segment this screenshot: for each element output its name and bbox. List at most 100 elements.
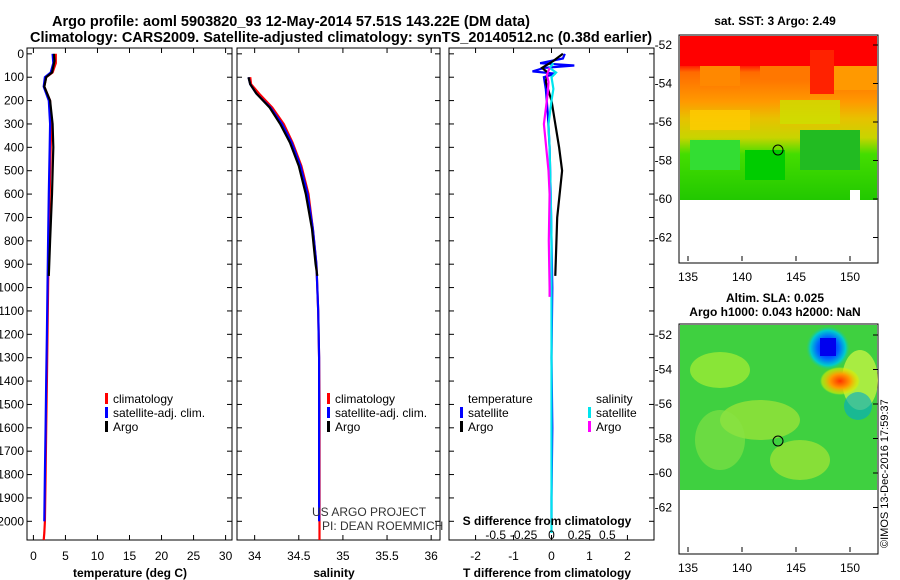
sal-legend-climatology: climatology — [335, 392, 395, 406]
lon-tick-label: 135 — [678, 561, 698, 575]
s-diff-label: S difference from climatology — [463, 514, 632, 528]
x-tick-label: 0 — [548, 549, 555, 563]
depth-tick-label: 2000 — [0, 514, 24, 528]
depth-tick-label: 0 — [17, 47, 24, 61]
lat-tick-label: -56 — [655, 397, 673, 411]
lat-tick-label: -56 — [655, 115, 673, 129]
difference-panel: -2 -1 0 1 2 temperature salinity satellite A… — [448, 47, 655, 580]
sla-map: Altim. SLA: 0.025 Argo h1000: 0.043 h200… — [655, 291, 879, 575]
legend-temp-satellite: satellite — [468, 406, 509, 420]
x-tick-label: 0 — [30, 549, 37, 563]
lat-tick-label: -58 — [655, 432, 673, 446]
x-tick-label: 34 — [248, 549, 262, 563]
sal-series-argo — [247, 76, 319, 277]
x-tick-label: 2 — [624, 549, 631, 563]
imos-stamp: ©IMOS 13-Dec-2016 17:59:37 — [879, 399, 891, 548]
depth-tick-label: 1200 — [0, 327, 24, 341]
depth-tick-label: 200 — [4, 94, 24, 108]
depth-tick-label: 400 — [4, 140, 24, 154]
depth-tick-label: 1600 — [0, 421, 24, 435]
depth-axis: 0 100 200 300 400 500 600 700 800 900 1000 1100 1200… — [0, 47, 24, 528]
lon-tick-label: 150 — [840, 561, 860, 575]
sal-legend-satellite-adj: satellite-adj. clim. — [335, 406, 427, 420]
x-tick-label: 35 — [336, 549, 350, 563]
lon-tick-label: 145 — [786, 270, 806, 284]
lat-tick-label: -60 — [655, 192, 673, 206]
salinity-xlabel: salinity — [313, 566, 355, 580]
legend-salinity-title: salinity — [596, 392, 633, 406]
legend-temperature-title: temperature — [468, 392, 533, 406]
legend-argo: Argo — [113, 420, 139, 434]
argo-position-marker — [772, 144, 784, 156]
sst-map: sat. SST: 3 Argo: 2.49 -52 -54 -56 -58 -60 -6… — [655, 14, 879, 284]
x-tick-label: 35.5 — [375, 549, 399, 563]
x-tick-label: 36 — [424, 549, 438, 563]
x-tick-label: 30 — [219, 549, 233, 563]
depth-tick-label: 800 — [4, 234, 24, 248]
lon-tick-label: 135 — [678, 270, 698, 284]
temperature-xlabel: temperature (deg C) — [73, 566, 187, 580]
sal-legend-argo: Argo — [335, 420, 361, 434]
x-tick-label: 10 — [91, 549, 105, 563]
diff-series-salinity-argo — [542, 67, 551, 297]
legend-sal-argo: Argo — [596, 420, 622, 434]
x-tick-label: 15 — [123, 549, 137, 563]
s-diff-tick-label: 0 — [548, 528, 555, 542]
lat-tick-label: -60 — [655, 466, 673, 480]
lat-tick-label: -58 — [655, 154, 673, 168]
x-tick-label: 5 — [62, 549, 69, 563]
depth-tick-label: 1400 — [0, 374, 24, 388]
depth-tick-label: 1300 — [0, 351, 24, 365]
lat-tick-label: -54 — [655, 363, 673, 377]
salinity-legend: climatology satellite-adj. clim. Argo — [327, 392, 427, 434]
s-diff-tick-label: 0.5 — [599, 528, 616, 542]
depth-tick-label: 700 — [4, 210, 24, 224]
lat-tick-label: -62 — [655, 231, 673, 245]
depth-tick-label: 1700 — [0, 444, 24, 458]
legend-sal-satellite: satellite — [596, 406, 637, 420]
x-tick-label: 34.5 — [287, 549, 311, 563]
depth-tick-label: 300 — [4, 117, 24, 131]
depth-tick-label: 1900 — [0, 491, 24, 505]
depth-tick-label: 1000 — [0, 281, 24, 295]
plot-title-line2: Climatology: CARS2009. Satellite-adjuste… — [30, 30, 653, 46]
sla-title-2: Argo h1000: 0.043 h2000: NaN — [689, 305, 860, 319]
depth-tick-label: 500 — [4, 164, 24, 178]
legend-temp-argo: Argo — [468, 420, 494, 434]
argo-position-marker-sla — [772, 435, 784, 447]
diff-xlabel: T difference from climatology — [463, 566, 631, 580]
sst-title: sat. SST: 3 Argo: 2.49 — [714, 14, 836, 28]
lon-tick-label: 145 — [786, 561, 806, 575]
x-tick-label: 20 — [155, 549, 169, 563]
sla-title-1: Altim. SLA: 0.025 — [726, 291, 824, 305]
legend-climatology: climatology — [113, 392, 173, 406]
x-tick-label: -2 — [470, 549, 481, 563]
depth-tick-label: 1100 — [0, 304, 24, 318]
temperature-legend: climatology satellite-adj. clim. Argo — [105, 392, 205, 434]
s-diff-tick-label: 0.25 — [568, 528, 592, 542]
lat-tick-label: -52 — [655, 38, 673, 52]
lat-tick-label: -62 — [655, 501, 673, 515]
temp-series-argo — [43, 53, 56, 276]
x-tick-label: -1 — [508, 549, 519, 563]
lon-tick-label: 140 — [732, 270, 752, 284]
lat-tick-label: -54 — [655, 77, 673, 91]
diff-series-salinity-satellite — [547, 62, 558, 533]
credit-project: US ARGO PROJECT — [312, 505, 427, 519]
x-tick-label: 1 — [586, 549, 593, 563]
lat-tick-label: -52 — [655, 328, 673, 342]
depth-tick-label: 100 — [4, 70, 24, 84]
depth-tick-label: 1500 — [0, 397, 24, 411]
legend-satellite-adj: satellite-adj. clim. — [113, 406, 205, 420]
s-diff-tick-label: -0.25 — [510, 528, 538, 542]
temperature-panel: 0 5 10 15 20 25 30 climatology satellite-adj. … — [26, 47, 233, 580]
plot-title-line1: Argo profile: aoml 5903820_93 12-May-201… — [52, 14, 530, 30]
x-tick-label: 25 — [187, 549, 201, 563]
salinity-panel: 34 34.5 35 35.5 36 climatology satellite-adj… — [236, 47, 443, 580]
depth-tick-label: 1800 — [0, 468, 24, 482]
lon-tick-label: 140 — [732, 561, 752, 575]
lon-tick-label: 150 — [840, 270, 860, 284]
depth-tick-label: 900 — [4, 257, 24, 271]
depth-tick-label: 600 — [4, 187, 24, 201]
